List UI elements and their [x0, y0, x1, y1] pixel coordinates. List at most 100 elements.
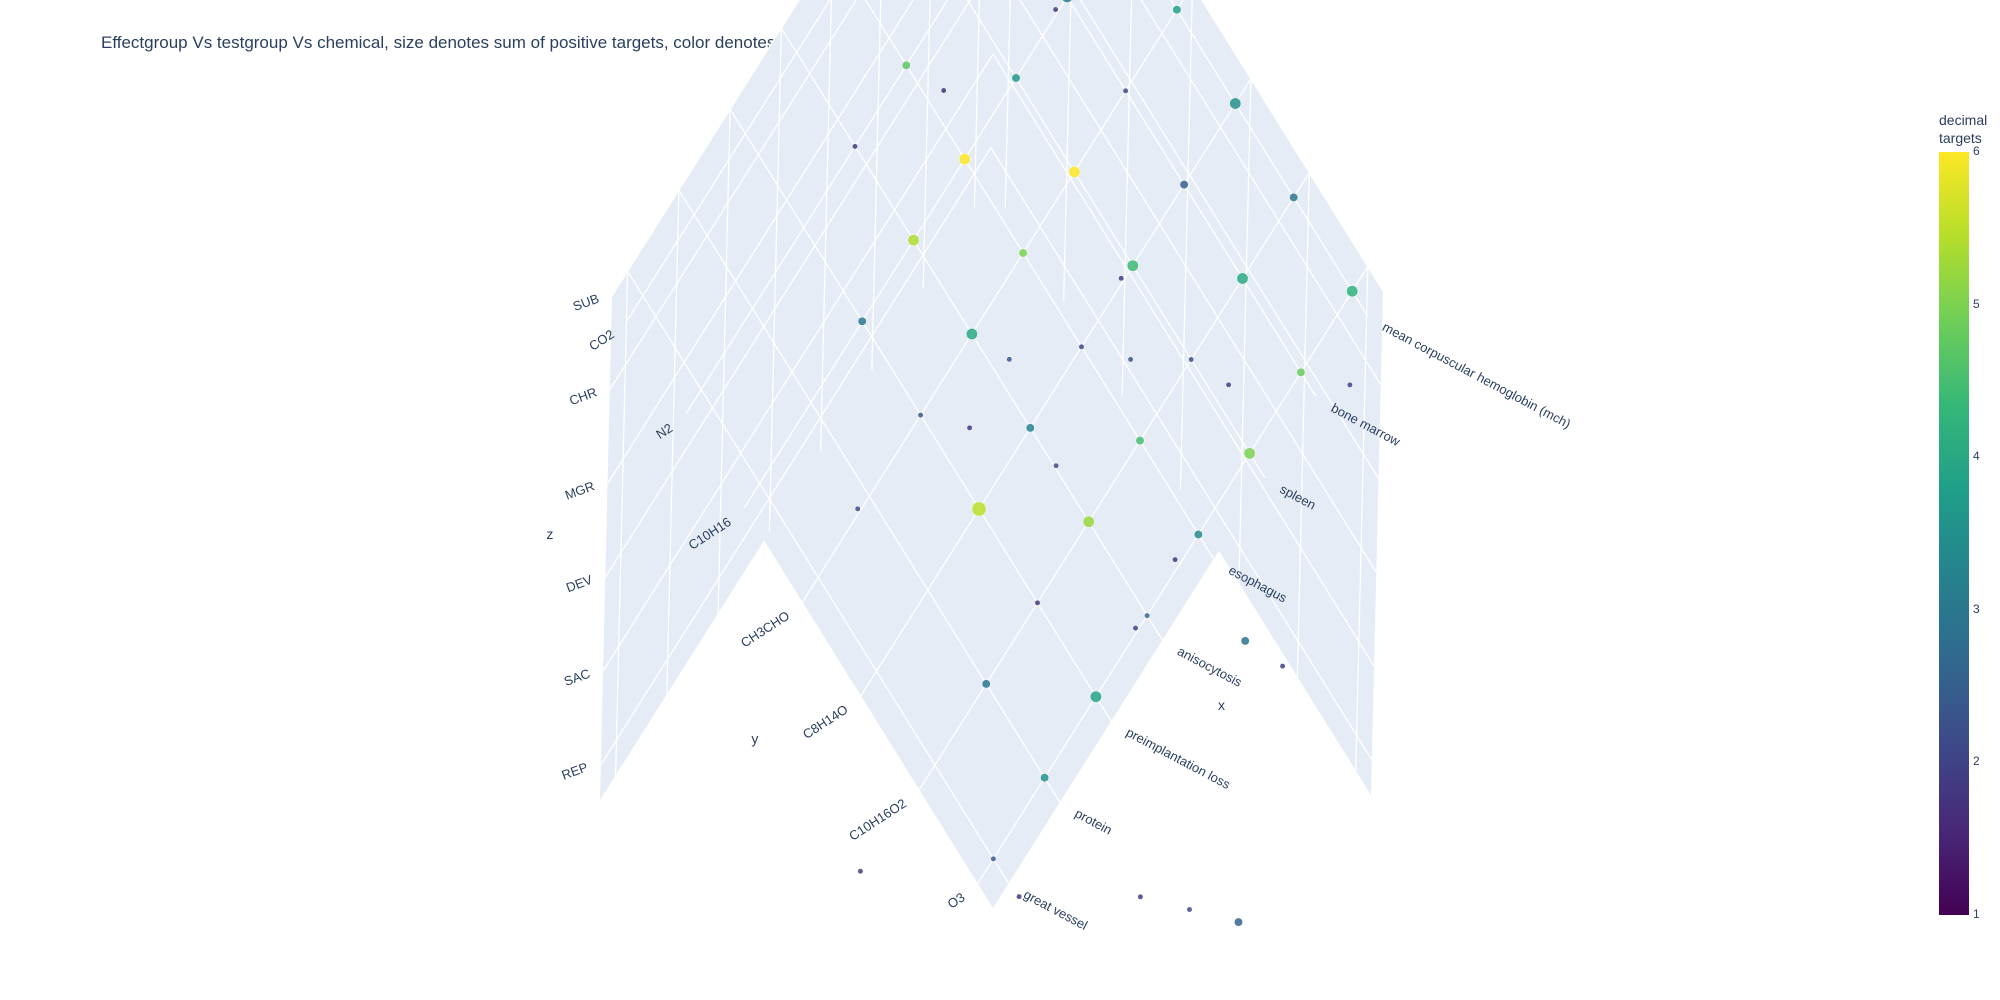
colorbar-tick: 5 [1973, 296, 1980, 311]
y-gridline [1004, 0, 1011, 208]
y-gridline [1296, 172, 1310, 677]
data-point [1118, 275, 1125, 282]
x-tick-label: great vessel [1021, 887, 1090, 933]
z-gridline [604, 0, 971, 578]
data-point [1132, 625, 1139, 632]
data-point [1346, 381, 1353, 388]
z-gridline [1019, 0, 1377, 573]
data-point [1279, 663, 1286, 670]
data-point [857, 868, 864, 875]
y-tick-label: CH3CHO [738, 608, 792, 650]
y-gridline [626, 0, 831, 321]
y-gridline [743, 0, 1067, 509]
data-point [901, 60, 911, 70]
z-tick-label: SAC [562, 666, 592, 689]
data-point [857, 316, 867, 326]
left-wall [600, 0, 995, 800]
x-gridline [922, 0, 931, 289]
x-gridline [614, 271, 629, 776]
data-point [1243, 447, 1256, 460]
data-point [1040, 773, 1050, 783]
z-gridline [602, 53, 994, 672]
y-tick-label: C8H14O [800, 702, 851, 742]
y-axis-title: y [751, 731, 758, 747]
y-gridline [1121, 0, 1133, 396]
colorbar [1939, 152, 1969, 915]
z-gridline [1201, 0, 1384, 292]
data-point [1186, 906, 1193, 913]
colorbar-tick: 6 [1973, 144, 1980, 158]
data-point [1289, 192, 1299, 202]
y-gridline [1355, 266, 1369, 771]
y-tick-label: O3 [945, 889, 968, 911]
data-point [971, 501, 987, 517]
data-point [907, 234, 920, 247]
z-tick-label: SUB [571, 291, 601, 314]
z-gridline [990, 147, 1373, 761]
z-gridline [1140, 0, 1382, 386]
data-point [1144, 612, 1151, 619]
x-tick-label: anisocytosis [1175, 643, 1245, 690]
z-gridline [992, 53, 1375, 667]
z-gridline [611, 0, 800, 297]
z-tick-label: REP [560, 759, 590, 782]
data-point [1082, 515, 1095, 528]
data-point [1052, 6, 1059, 13]
right-wall [990, 0, 1383, 795]
y-gridline [685, 0, 949, 415]
data-point [990, 855, 997, 862]
data-point [958, 153, 971, 166]
z-tick-label: CHR [567, 384, 599, 408]
data-point [1011, 73, 1021, 83]
data-point [1240, 636, 1250, 646]
x-gridline [973, 0, 980, 208]
data-point [1135, 436, 1145, 446]
data-point [965, 328, 978, 340]
data-point [966, 424, 973, 431]
data-point [1126, 259, 1139, 272]
data-point [1229, 97, 1242, 110]
x-gridline [717, 109, 731, 614]
data-point [1034, 599, 1041, 606]
y-gridline [1179, 0, 1193, 490]
colorbar-title-line2: targets [1939, 130, 1982, 146]
data-point [1006, 356, 1013, 363]
data-point [940, 87, 947, 94]
y-gridline [801, 0, 1184, 603]
data-point [1062, 0, 1073, 3]
data-point [854, 505, 861, 512]
scene-walls [600, 0, 1383, 908]
z-tick-label: MGR [563, 478, 597, 502]
x-tick-label: mean corpuscular hemoglobin (mch) [1380, 319, 1573, 431]
z-gridline [600, 147, 992, 766]
data-point [1179, 180, 1189, 190]
y-tick-label: C10H16O2 [846, 796, 909, 844]
colorbar-tick: 2 [1973, 754, 1980, 769]
scatter-points [852, 0, 1359, 927]
y-gridline [1238, 78, 1252, 583]
data-point [981, 679, 991, 689]
data-point [852, 143, 858, 150]
data-point [1089, 690, 1102, 703]
data-point [1068, 165, 1081, 178]
chart-title: Effectgroup Vs testgroup Vs chemical, si… [101, 33, 913, 52]
x-tick-label: protein [1072, 806, 1114, 838]
data-point [1016, 893, 1023, 900]
z-tick-label: DEV [564, 572, 595, 595]
data-point [917, 412, 924, 419]
data-point [1225, 381, 1232, 388]
colorbar-tick: 1 [1973, 907, 1980, 921]
data-point [1053, 462, 1060, 469]
data-point [1193, 530, 1203, 539]
data-point [1025, 423, 1035, 433]
data-point [1234, 917, 1243, 927]
x-gridline [666, 190, 680, 695]
data-point [1346, 285, 1359, 298]
data-point [1078, 343, 1085, 350]
data-point [1236, 272, 1249, 285]
data-point [1188, 356, 1195, 363]
z-gridline [609, 0, 857, 391]
data-point [1172, 556, 1179, 563]
x-gridline [819, 0, 833, 451]
